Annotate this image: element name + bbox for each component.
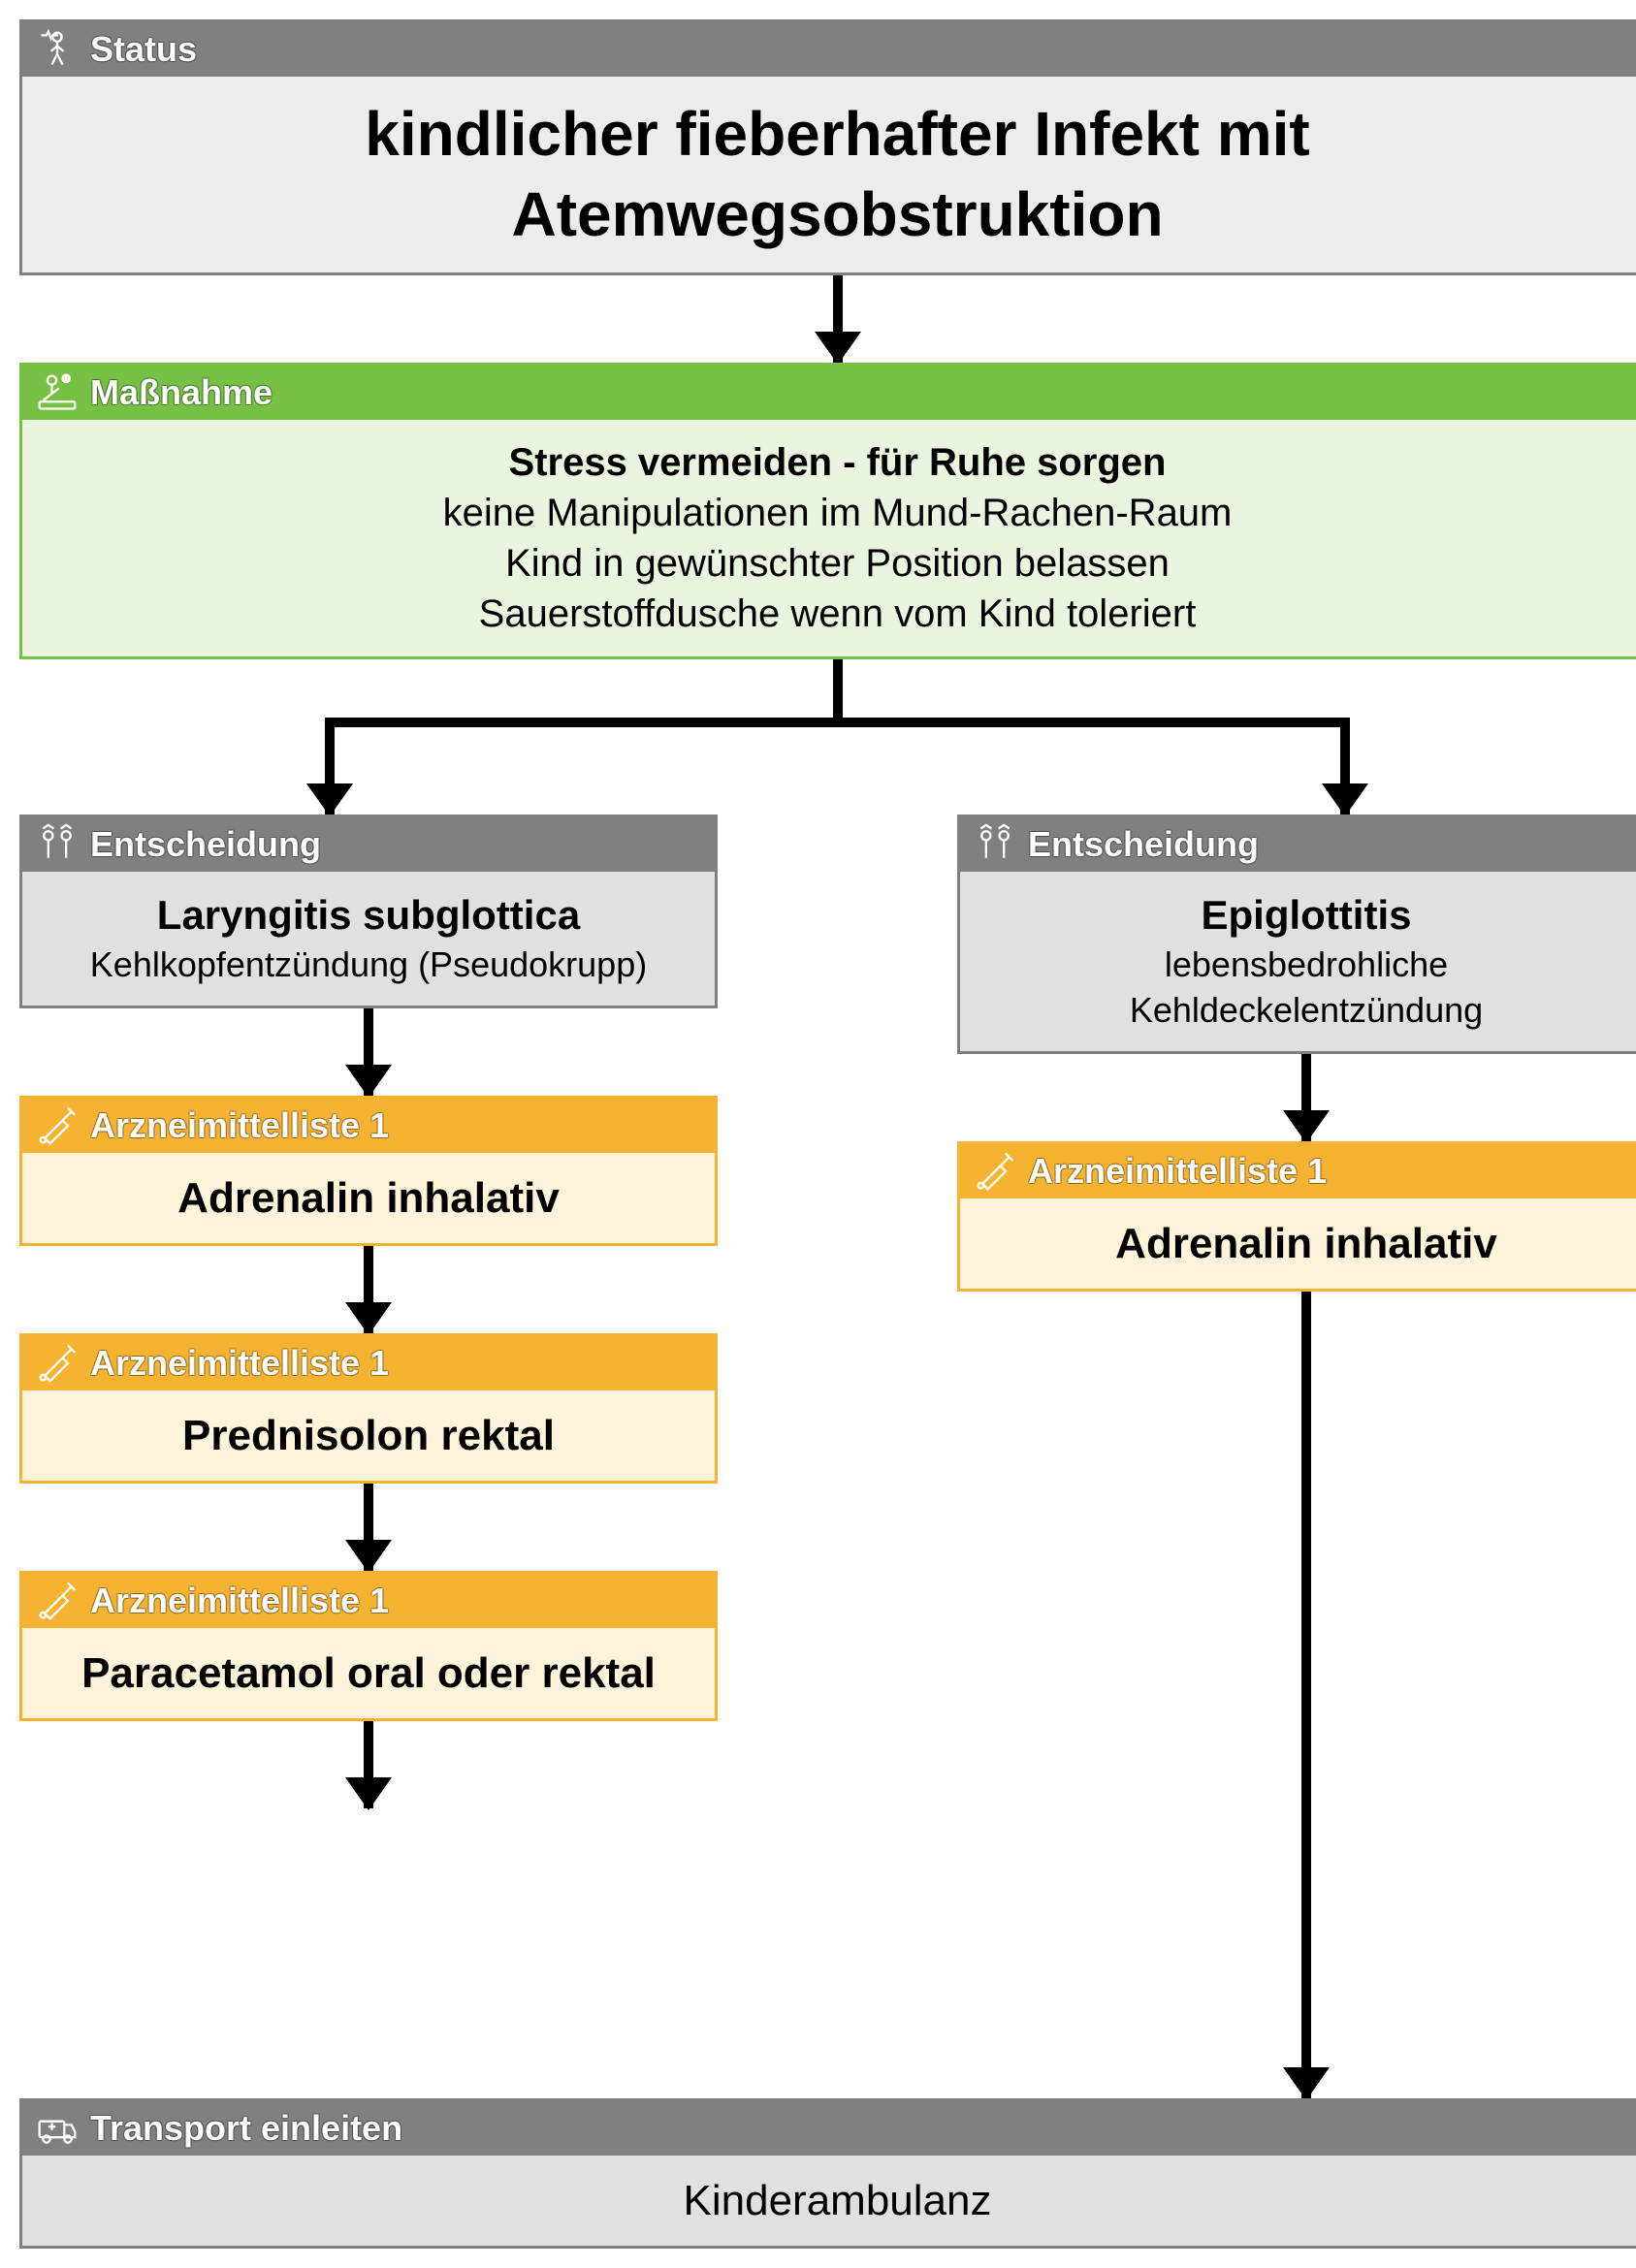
med-right-1-text: Adrenalin inhalativ bbox=[983, 1216, 1629, 1271]
med-left-2-text: Prednisolon rektal bbox=[46, 1408, 691, 1463]
med-left-1-header: Arzneimittelliste 1 bbox=[22, 1099, 715, 1153]
arrow bbox=[364, 1721, 373, 1808]
arrow bbox=[364, 1484, 373, 1571]
flowchart-container: Status kindlicher fieberhafter Infekt mi… bbox=[19, 19, 1636, 2249]
left-column: Entscheidung Laryngitis subglottica Kehl… bbox=[19, 815, 809, 2097]
ambulance-icon bbox=[36, 2107, 79, 2150]
decision-left-sub: Kehlkopfentzündung (Pseudokrupp) bbox=[46, 942, 691, 988]
syringe-icon bbox=[36, 1342, 79, 1385]
med-right-1-header: Arzneimittelliste 1 bbox=[960, 1144, 1636, 1198]
status-title-l1: kindlicher fieberhafter Infekt mit bbox=[46, 94, 1629, 175]
med-right-1-body: Adrenalin inhalativ bbox=[960, 1198, 1636, 1289]
decision-icon bbox=[36, 823, 79, 866]
med-left-3-body: Paracetamol oral oder rektal bbox=[22, 1628, 715, 1718]
person-vitals-icon bbox=[36, 28, 79, 71]
arrow bbox=[833, 275, 843, 363]
syringe-icon bbox=[36, 1104, 79, 1147]
med-left-2-header-label: Arzneimittelliste 1 bbox=[90, 1343, 389, 1384]
right-column: Entscheidung Epiglottitis lebensbedrohli… bbox=[867, 815, 1636, 2097]
arrow bbox=[364, 1246, 373, 1333]
massnahme-body: Stress vermeiden - für Ruhe sorgen keine… bbox=[22, 420, 1636, 656]
transport-header: Transport einleiten bbox=[22, 2101, 1636, 2156]
status-header: Status bbox=[22, 22, 1636, 77]
decision-left-box: Entscheidung Laryngitis subglottica Kehl… bbox=[19, 815, 718, 1007]
arrow bbox=[364, 1008, 373, 1096]
med-right-1-header-label: Arzneimittelliste 1 bbox=[1028, 1151, 1327, 1192]
med-left-2-body: Prednisolon rektal bbox=[22, 1390, 715, 1481]
decision-left-header-label: Entscheidung bbox=[90, 824, 321, 865]
med-left-3-header: Arzneimittelliste 1 bbox=[22, 1574, 715, 1628]
massnahme-header: Maßnahme bbox=[22, 366, 1636, 420]
med-left-3-header-label: Arzneimittelliste 1 bbox=[90, 1581, 389, 1621]
med-left-2: Arzneimittelliste 1 Prednisolon rektal bbox=[19, 1333, 718, 1484]
massnahme-box: Maßnahme Stress vermeiden - für Ruhe sor… bbox=[19, 363, 1636, 659]
massnahme-l3: Sauerstoffdusche wenn vom Kind toleriert bbox=[46, 589, 1629, 639]
transport-header-label: Transport einleiten bbox=[90, 2108, 402, 2149]
decision-left-title: Laryngitis subglottica bbox=[46, 889, 691, 942]
syringe-icon bbox=[36, 1580, 79, 1622]
decision-right-title: Epiglottitis bbox=[983, 889, 1629, 942]
status-body: kindlicher fieberhafter Infekt mit Atemw… bbox=[22, 77, 1636, 272]
arrow bbox=[1301, 1054, 1311, 1141]
decision-right-sub: lebensbedrohliche Kehldeckelentzündung bbox=[983, 942, 1629, 1034]
med-left-3: Arzneimittelliste 1 Paracetamol oral ode… bbox=[19, 1571, 718, 1721]
status-header-label: Status bbox=[90, 29, 197, 70]
med-left-2-header: Arzneimittelliste 1 bbox=[22, 1336, 715, 1390]
syringe-icon bbox=[974, 1150, 1016, 1193]
med-right-1: Arzneimittelliste 1 Adrenalin inhalativ bbox=[957, 1141, 1636, 1292]
transport-text: Kinderambulanz bbox=[46, 2173, 1629, 2228]
branch-connector bbox=[19, 659, 1636, 815]
med-left-1-body: Adrenalin inhalativ bbox=[22, 1153, 715, 1243]
decision-right-header: Entscheidung bbox=[960, 817, 1636, 872]
two-column-row: Entscheidung Laryngitis subglottica Kehl… bbox=[19, 815, 1636, 2097]
status-box: Status kindlicher fieberhafter Infekt mi… bbox=[19, 19, 1636, 275]
massnahme-l2: Kind in gewünschter Position belassen bbox=[46, 538, 1629, 589]
transport-box: Transport einleiten Kinderambulanz bbox=[19, 2098, 1636, 2249]
decision-right-body: Epiglottitis lebensbedrohliche Kehldecke… bbox=[960, 872, 1636, 1050]
decision-right-header-label: Entscheidung bbox=[1028, 824, 1259, 865]
massnahme-header-label: Maßnahme bbox=[90, 372, 273, 413]
decision-left-header: Entscheidung bbox=[22, 817, 715, 872]
med-left-1-text: Adrenalin inhalativ bbox=[46, 1170, 691, 1226]
patient-care-icon bbox=[36, 371, 79, 414]
decision-right-box: Entscheidung Epiglottitis lebensbedrohli… bbox=[957, 815, 1636, 1053]
med-left-1: Arzneimittelliste 1 Adrenalin inhalativ bbox=[19, 1096, 718, 1246]
arrow-long bbox=[1301, 1292, 1311, 2098]
massnahme-bold: Stress vermeiden - für Ruhe sorgen bbox=[46, 437, 1629, 488]
decision-left-body: Laryngitis subglottica Kehlkopfentzündun… bbox=[22, 872, 715, 1005]
transport-body: Kinderambulanz bbox=[22, 2156, 1636, 2246]
massnahme-l1: keine Manipulationen im Mund-Rachen-Raum bbox=[46, 488, 1629, 538]
decision-icon bbox=[974, 823, 1016, 866]
med-left-1-header-label: Arzneimittelliste 1 bbox=[90, 1105, 389, 1146]
med-left-3-text: Paracetamol oral oder rektal bbox=[46, 1645, 691, 1701]
status-title-l2: Atemwegsobstruktion bbox=[46, 175, 1629, 255]
